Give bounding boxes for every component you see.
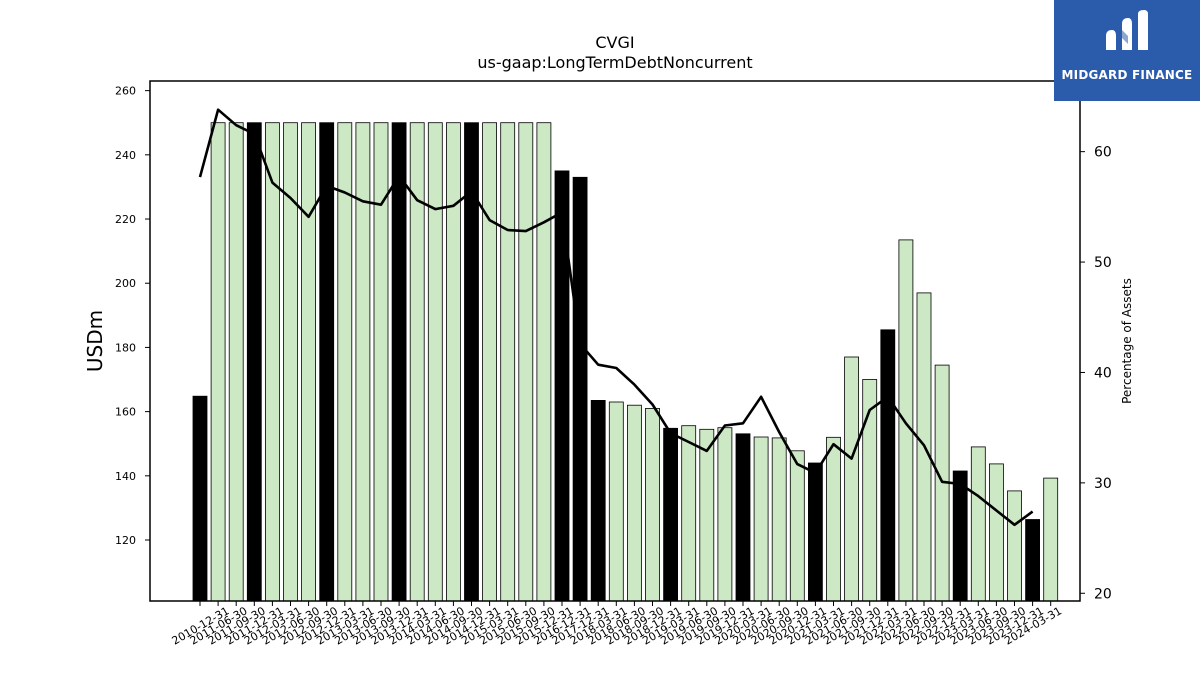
bar-2019-09-30 bbox=[717, 427, 733, 602]
y2-tick-label: 60 bbox=[1094, 145, 1112, 161]
y2-axis-label: Percentage of Assets bbox=[1120, 278, 1134, 404]
bar-2017-12-31 bbox=[590, 399, 606, 602]
bar-2023-09-30 bbox=[1007, 490, 1022, 602]
midgard-finance-logo: MIDGARD FINANCE bbox=[1054, 0, 1200, 101]
bar-2015-09-30 bbox=[536, 122, 552, 602]
bar-2011-09-30 bbox=[246, 122, 262, 602]
x-axis: 2010-12-312011-06-302011-09-302011-12-31… bbox=[170, 601, 1064, 648]
y-tick-label: 200 bbox=[115, 277, 136, 290]
bar-2011-12-31 bbox=[264, 122, 280, 602]
bar-2019-06-30 bbox=[699, 428, 715, 602]
bar-2022-03-31 bbox=[898, 239, 914, 602]
y2-tick-label: 40 bbox=[1094, 365, 1112, 381]
y-tick-label: 160 bbox=[115, 406, 136, 419]
line-group bbox=[198, 108, 1034, 527]
y-axis-label: USDm bbox=[83, 310, 107, 372]
bar-2018-03-31 bbox=[608, 401, 624, 602]
bar-2020-12-31 bbox=[808, 462, 823, 602]
bar-2023-06-30 bbox=[989, 463, 1004, 602]
bar-2014-12-31 bbox=[482, 122, 498, 602]
bar-2015-12-31 bbox=[554, 170, 570, 602]
y-axis-right: 20 30 40 50 60 bbox=[1080, 145, 1112, 602]
bar-2024-03-31 bbox=[1043, 477, 1059, 602]
bar-2020-03-31 bbox=[753, 436, 769, 602]
bar-2020-09-30 bbox=[789, 450, 805, 602]
bar-2023-03-31 bbox=[970, 446, 986, 602]
bar-2012-06-30 bbox=[301, 122, 317, 602]
bar-2011-03-31 bbox=[210, 122, 226, 602]
bar-2019-12-31 bbox=[735, 433, 751, 602]
midgard-logo-icon bbox=[1106, 10, 1148, 50]
plot-frame bbox=[149, 80, 1081, 602]
bar-2021-06-30 bbox=[844, 356, 859, 602]
y-tick-label: 120 bbox=[115, 534, 136, 547]
chart-subtitle: us-gaap:LongTermDebtNoncurrent bbox=[477, 53, 752, 72]
bar-2016-12-31 bbox=[572, 176, 588, 602]
bar-2018-06-30 bbox=[627, 404, 642, 602]
logo-text: MIDGARD FINANCE bbox=[1061, 68, 1193, 82]
y2-tick-label: 30 bbox=[1094, 476, 1112, 492]
bar-2015-03-31 bbox=[500, 122, 516, 602]
bar-2013-03-31 bbox=[355, 122, 371, 602]
bar-2013-06-30 bbox=[373, 122, 389, 602]
y-tick-label: 240 bbox=[115, 149, 136, 162]
y-axis-left: 120 140 160 180 200 220 240 260 bbox=[115, 85, 150, 547]
y-tick-label: 140 bbox=[115, 470, 136, 483]
bar-2014-06-30 bbox=[445, 122, 461, 602]
bar-2019-03-31 bbox=[681, 425, 697, 602]
y2-tick-label: 20 bbox=[1094, 586, 1112, 602]
y2-tick-label: 50 bbox=[1094, 255, 1112, 271]
bar-2013-09-30 bbox=[391, 122, 407, 602]
bar-2018-09-30 bbox=[645, 407, 660, 602]
bar-2023-12-31 bbox=[1025, 519, 1040, 602]
bar-2022-12-31 bbox=[952, 470, 968, 602]
bar-2014-03-31 bbox=[427, 122, 443, 602]
bar-2018-12-31 bbox=[663, 427, 678, 602]
bar-2015-06-30 bbox=[518, 122, 534, 602]
chart-title: CVGI bbox=[595, 33, 634, 52]
y-tick-label: 220 bbox=[115, 213, 136, 226]
y-tick-label: 180 bbox=[115, 341, 136, 354]
bar-2010-12-31 bbox=[192, 395, 208, 602]
bar-2021-12-31 bbox=[880, 329, 896, 602]
bar-2021-03-31 bbox=[826, 436, 841, 602]
bar-2020-06-30 bbox=[771, 437, 787, 602]
y-tick-label: 260 bbox=[115, 85, 136, 98]
bar-2011-06-30 bbox=[228, 122, 244, 602]
